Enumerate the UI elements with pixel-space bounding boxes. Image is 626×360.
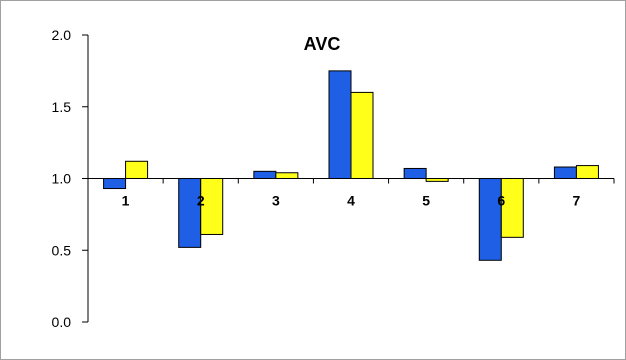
- y-tick-label: 1.5: [52, 99, 72, 115]
- x-tick-label-3: 3: [272, 193, 280, 209]
- x-tick-label-1: 1: [122, 193, 130, 209]
- x-tick-label-2: 2: [197, 193, 205, 209]
- axes: 0.0 0.5 1.0 1.5 2.0 1 2 3 4 5 6 7: [52, 27, 615, 330]
- bar-series2-cat-4: [350, 91, 374, 179]
- chart-title: AVC: [304, 34, 341, 54]
- bar-series1-cat-5: [403, 167, 427, 180]
- x-tick-label-6: 6: [497, 193, 505, 209]
- y-tick-label: 0.5: [52, 242, 72, 258]
- x-tick-label-5: 5: [422, 193, 430, 209]
- bar-series2-cat-3: [275, 172, 299, 179]
- bar-series2-cat-1: [125, 160, 149, 179]
- y-tick-label: 1.0: [52, 171, 72, 187]
- bar-series1-cat-1: [103, 178, 127, 190]
- x-tick-label-7: 7: [573, 193, 581, 209]
- y-tick-label: 0.0: [52, 314, 72, 330]
- bar-series2-cat-7: [575, 165, 599, 180]
- x-tick-label-4: 4: [347, 193, 355, 209]
- bar-series1-cat-7: [553, 166, 577, 180]
- bar-series1-cat-6: [478, 178, 502, 261]
- bar-series1-cat-4: [328, 70, 352, 179]
- y-tick-label: 2.0: [52, 27, 72, 43]
- bar-series1-cat-3: [253, 170, 277, 179]
- bar-series1-cat-2: [178, 178, 202, 248]
